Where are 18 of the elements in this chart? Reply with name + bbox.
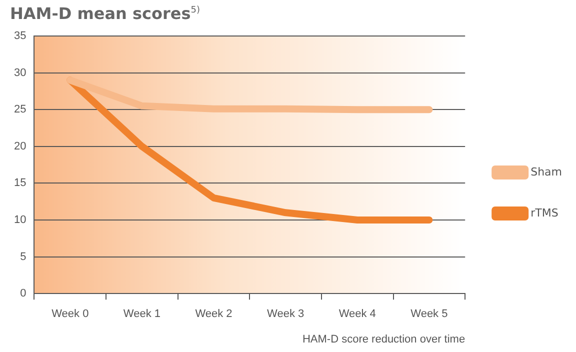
chart-title: HAM-D mean scores$^{5)}$ [10,4,200,23]
legend-label: rTMS [530,206,558,220]
y-tick-label: 30 [14,66,26,79]
x-tick-label: Week 5 [410,308,448,320]
x-axis-title: HAM-D score reduction over time [302,333,466,346]
y-tick-label: 10 [14,214,26,226]
y-tick-label: 35 [14,30,26,42]
y-tick-label: 5 [20,250,26,263]
y-tick-label: 15 [14,177,26,190]
y-tick-label: 20 [14,140,26,152]
y-tick-label: 25 [14,104,26,116]
x-tick-label: Week 2 [195,308,232,320]
y-tick-label: 0 [20,288,26,300]
legend-label: Sham [530,165,562,178]
x-tick-label: Week 3 [267,308,304,320]
x-tick-label: Week 0 [52,308,89,320]
x-tick-label: Week 1 [123,308,160,320]
x-tick-label: Week 4 [338,308,376,320]
